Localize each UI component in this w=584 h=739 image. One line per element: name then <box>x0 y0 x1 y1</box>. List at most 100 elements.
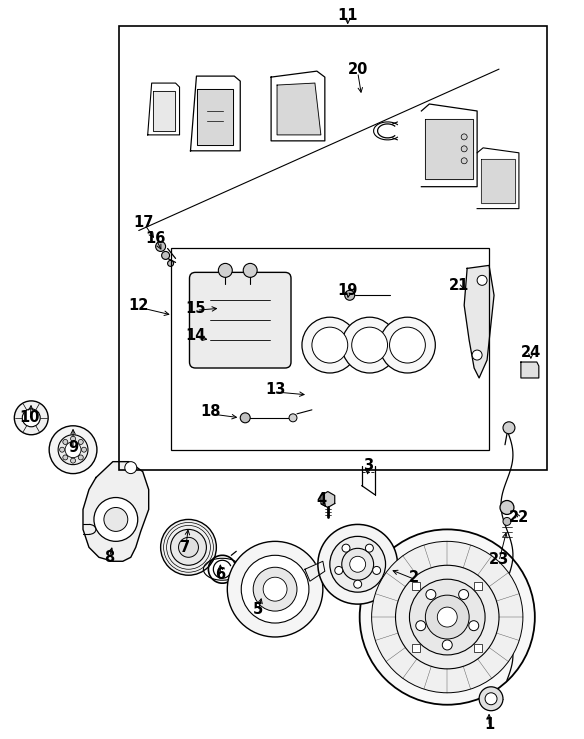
Polygon shape <box>422 104 477 187</box>
Polygon shape <box>190 76 240 151</box>
Circle shape <box>503 422 515 434</box>
Text: 12: 12 <box>128 298 149 313</box>
Circle shape <box>458 590 468 599</box>
Circle shape <box>71 436 75 441</box>
Circle shape <box>302 317 357 373</box>
Circle shape <box>390 327 425 363</box>
Polygon shape <box>305 562 325 581</box>
Circle shape <box>477 276 487 285</box>
Polygon shape <box>464 265 494 378</box>
Circle shape <box>227 542 323 637</box>
Circle shape <box>335 566 343 574</box>
Circle shape <box>461 134 467 140</box>
Text: 16: 16 <box>145 231 166 246</box>
Circle shape <box>49 426 97 474</box>
Circle shape <box>71 458 75 463</box>
Circle shape <box>318 525 398 604</box>
Circle shape <box>426 590 436 599</box>
Circle shape <box>469 621 479 630</box>
Circle shape <box>461 146 467 151</box>
Circle shape <box>65 442 81 457</box>
Circle shape <box>342 548 374 580</box>
Polygon shape <box>277 83 321 135</box>
Circle shape <box>156 242 166 251</box>
Circle shape <box>161 520 216 575</box>
Circle shape <box>360 529 535 705</box>
Bar <box>474 582 482 590</box>
Circle shape <box>345 290 354 300</box>
Circle shape <box>78 455 84 460</box>
Circle shape <box>82 447 86 452</box>
Polygon shape <box>521 362 539 378</box>
Text: 18: 18 <box>200 404 221 419</box>
Text: 13: 13 <box>265 382 285 398</box>
Circle shape <box>94 497 138 542</box>
Text: 20: 20 <box>347 61 368 77</box>
Circle shape <box>330 537 385 592</box>
Text: 10: 10 <box>19 410 40 426</box>
Polygon shape <box>83 462 149 562</box>
Circle shape <box>409 579 485 655</box>
Text: 1: 1 <box>484 717 494 732</box>
Text: 21: 21 <box>449 278 470 293</box>
FancyBboxPatch shape <box>189 273 291 368</box>
Text: 23: 23 <box>489 552 509 567</box>
Circle shape <box>78 440 84 444</box>
Circle shape <box>380 317 435 373</box>
Polygon shape <box>477 148 519 208</box>
Circle shape <box>366 544 373 552</box>
Text: 3: 3 <box>363 458 373 473</box>
Circle shape <box>354 580 361 588</box>
Text: 19: 19 <box>338 283 358 298</box>
Polygon shape <box>148 83 179 135</box>
Text: 24: 24 <box>521 344 541 360</box>
Circle shape <box>60 447 65 452</box>
Circle shape <box>240 413 250 423</box>
Circle shape <box>63 440 68 444</box>
Polygon shape <box>321 491 335 508</box>
Circle shape <box>342 317 398 373</box>
Text: 5: 5 <box>253 602 263 616</box>
Circle shape <box>179 537 199 557</box>
Circle shape <box>63 455 68 460</box>
Circle shape <box>500 500 514 514</box>
Text: 22: 22 <box>509 510 529 525</box>
Text: 4: 4 <box>317 492 327 507</box>
Circle shape <box>104 508 128 531</box>
Text: 9: 9 <box>68 440 78 455</box>
Text: 8: 8 <box>104 550 114 565</box>
Circle shape <box>395 565 499 669</box>
Circle shape <box>503 517 511 525</box>
Bar <box>412 582 420 590</box>
Circle shape <box>253 568 297 611</box>
Bar <box>474 644 482 652</box>
Polygon shape <box>425 119 473 179</box>
Circle shape <box>425 595 469 639</box>
Bar <box>119 27 547 469</box>
Circle shape <box>22 409 40 427</box>
Circle shape <box>485 692 497 705</box>
Bar <box>412 644 420 652</box>
Bar <box>171 248 489 450</box>
Circle shape <box>125 462 137 474</box>
Text: 15: 15 <box>185 301 206 316</box>
Circle shape <box>479 687 503 711</box>
Circle shape <box>243 263 257 277</box>
Circle shape <box>442 640 452 650</box>
Circle shape <box>416 621 426 630</box>
Text: 14: 14 <box>185 327 206 343</box>
Text: 2: 2 <box>409 570 419 585</box>
Circle shape <box>371 542 523 692</box>
Circle shape <box>263 577 287 601</box>
Polygon shape <box>271 71 325 141</box>
Circle shape <box>437 607 457 627</box>
Circle shape <box>168 260 173 266</box>
Circle shape <box>218 263 232 277</box>
Circle shape <box>162 251 169 259</box>
Circle shape <box>352 327 388 363</box>
Circle shape <box>312 327 347 363</box>
Circle shape <box>373 566 381 574</box>
Text: 11: 11 <box>338 8 358 23</box>
Circle shape <box>342 544 350 552</box>
Circle shape <box>461 158 467 164</box>
